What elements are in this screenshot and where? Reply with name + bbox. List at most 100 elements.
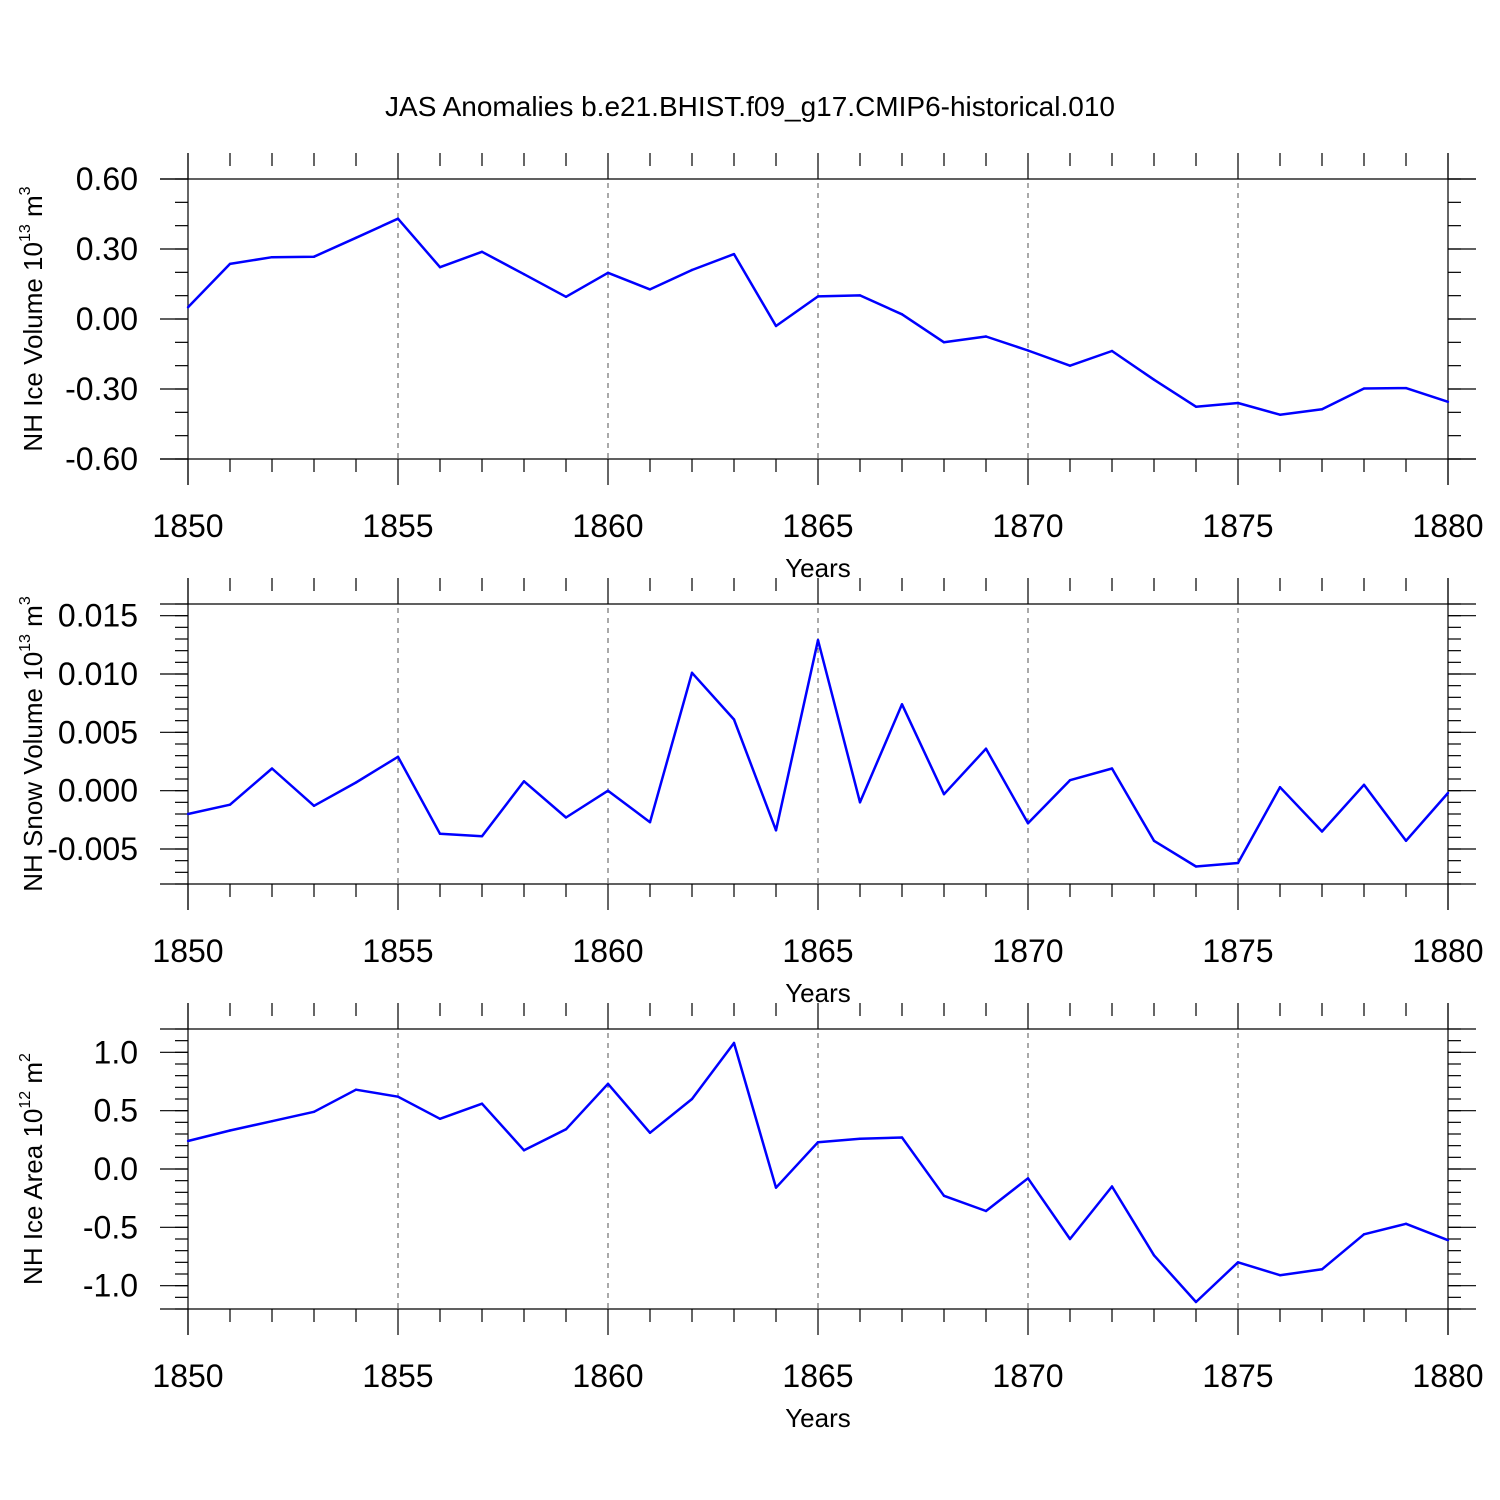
y-axis-title-ylabel-prefix: NH Ice Volume 10 xyxy=(18,242,48,452)
x-tick-label: 1875 xyxy=(1202,508,1273,544)
y-axis-title-ylabel-exp: 12 xyxy=(17,1091,34,1109)
x-tick-label: 1870 xyxy=(992,1358,1063,1394)
data-point xyxy=(1068,778,1072,782)
data-point xyxy=(480,834,484,838)
data-point xyxy=(1278,1273,1282,1277)
x-tick-label: 1870 xyxy=(992,933,1063,969)
x-tick-label: 1870 xyxy=(992,508,1063,544)
y-axis-title: NH Snow Volume 1013 m3 xyxy=(17,596,48,892)
y-axis-title-ylabel-unit: m xyxy=(18,1062,48,1091)
data-point xyxy=(690,268,694,272)
data-point xyxy=(354,1088,358,1091)
y-axis-title-ylabel-unit-exp: 2 xyxy=(17,1053,34,1062)
data-point xyxy=(1236,1261,1240,1264)
data-point xyxy=(312,1110,316,1114)
data-point xyxy=(228,803,232,806)
y-tick-label: 0.015 xyxy=(58,598,138,634)
x-tick-label: 1880 xyxy=(1412,933,1483,969)
x-tick-label: 1850 xyxy=(152,508,223,544)
data-point xyxy=(1194,405,1198,408)
y-axis-title: NH Ice Area 1012 m2 xyxy=(17,1053,48,1285)
data-point xyxy=(1110,1185,1114,1188)
y-axis-title-ylabel-prefix: NH Snow Volume 10 xyxy=(18,652,48,892)
data-point xyxy=(1068,1237,1072,1241)
data-point xyxy=(732,718,736,721)
data-point xyxy=(984,1209,988,1213)
data-point xyxy=(270,255,274,259)
data-point xyxy=(690,671,694,675)
y-axis-title: NH Ice Volume 1013 m3 xyxy=(17,186,48,451)
data-point xyxy=(900,313,904,316)
data-point xyxy=(438,832,442,836)
data-point xyxy=(354,781,358,784)
x-tick-label: 1865 xyxy=(782,1358,853,1394)
y-axis-title-ylabel-prefix: NH Ice Area 10 xyxy=(18,1109,48,1285)
data-point xyxy=(438,1117,442,1121)
data-point xyxy=(648,820,652,824)
y-axis-title-ylabel-unit-exp: 3 xyxy=(17,596,34,605)
data-point xyxy=(564,816,568,819)
y-tick-label: 0.010 xyxy=(58,656,138,692)
x-tick-label: 1855 xyxy=(362,933,433,969)
data-point xyxy=(774,324,778,328)
data-point xyxy=(186,812,190,816)
y-axis-title-ylabel-unit-exp: 3 xyxy=(17,186,34,195)
chart-panel-2: -0.005 0.000 0.005 0.010 0.015 1850 1855 1860 18… xyxy=(17,578,1484,1008)
data-point xyxy=(522,1149,526,1152)
data-point xyxy=(1194,865,1198,868)
data-point xyxy=(270,1119,274,1123)
y-tick-label: 0.60 xyxy=(76,161,138,197)
data-point xyxy=(564,295,568,299)
data-point xyxy=(396,217,400,220)
data-point xyxy=(900,703,904,706)
data-point xyxy=(1446,1238,1450,1242)
data-point xyxy=(1026,1177,1030,1180)
data-point xyxy=(1152,378,1156,381)
data-point xyxy=(1320,830,1324,833)
data-point xyxy=(1362,387,1366,390)
data-point xyxy=(270,767,274,770)
x-tick-label: 1865 xyxy=(782,508,853,544)
data-point xyxy=(438,266,442,269)
y-tick-label: 1.0 xyxy=(94,1034,138,1070)
y-tick-label: 0.000 xyxy=(58,773,138,809)
data-point xyxy=(606,789,610,792)
x-tick-label: 1880 xyxy=(1412,508,1483,544)
data-point xyxy=(942,341,946,344)
y-tick-label: 0.30 xyxy=(76,231,138,267)
data-point xyxy=(942,792,946,796)
data-point xyxy=(1320,1268,1324,1271)
x-axis-title: Years xyxy=(785,1403,851,1433)
data-point xyxy=(900,1136,904,1139)
data-point xyxy=(354,236,358,239)
y-tick-label: 0.5 xyxy=(94,1093,138,1129)
data-point xyxy=(228,262,232,266)
data-point xyxy=(816,638,820,642)
y-axis-title-ylabel-exp: 13 xyxy=(17,224,34,242)
data-point xyxy=(942,1194,946,1198)
data-point xyxy=(480,1102,484,1105)
data-point xyxy=(312,804,316,808)
x-tick-label: 1850 xyxy=(152,933,223,969)
y-tick-label: -0.30 xyxy=(65,371,138,407)
y-axis-title-ylabel-exp: 13 xyxy=(17,634,34,652)
data-point xyxy=(1362,783,1366,787)
data-point xyxy=(984,747,988,750)
y-axis-title-ylabel-unit: m xyxy=(18,605,48,634)
data-point xyxy=(1320,408,1324,411)
data-point xyxy=(1026,822,1030,825)
data-point xyxy=(690,1097,694,1101)
data-point xyxy=(1152,839,1156,843)
chart-panel-1: -0.60 -0.30 0.00 0.30 0.60 1850 1855 1860 1865 18… xyxy=(17,153,1484,583)
data-point xyxy=(1404,839,1408,843)
y-tick-label: -1.0 xyxy=(83,1268,138,1304)
figure-title: JAS Anomalies b.e21.BHIST.f09_g17.CMIP6-… xyxy=(385,91,1115,122)
data-point xyxy=(774,1186,778,1189)
data-point xyxy=(858,1137,862,1140)
data-point xyxy=(1404,1222,1408,1226)
data-point xyxy=(1152,1254,1156,1257)
data-point xyxy=(1404,386,1408,390)
x-tick-label: 1880 xyxy=(1412,1358,1483,1394)
y-tick-label: -0.005 xyxy=(47,831,138,867)
data-point xyxy=(396,755,400,759)
